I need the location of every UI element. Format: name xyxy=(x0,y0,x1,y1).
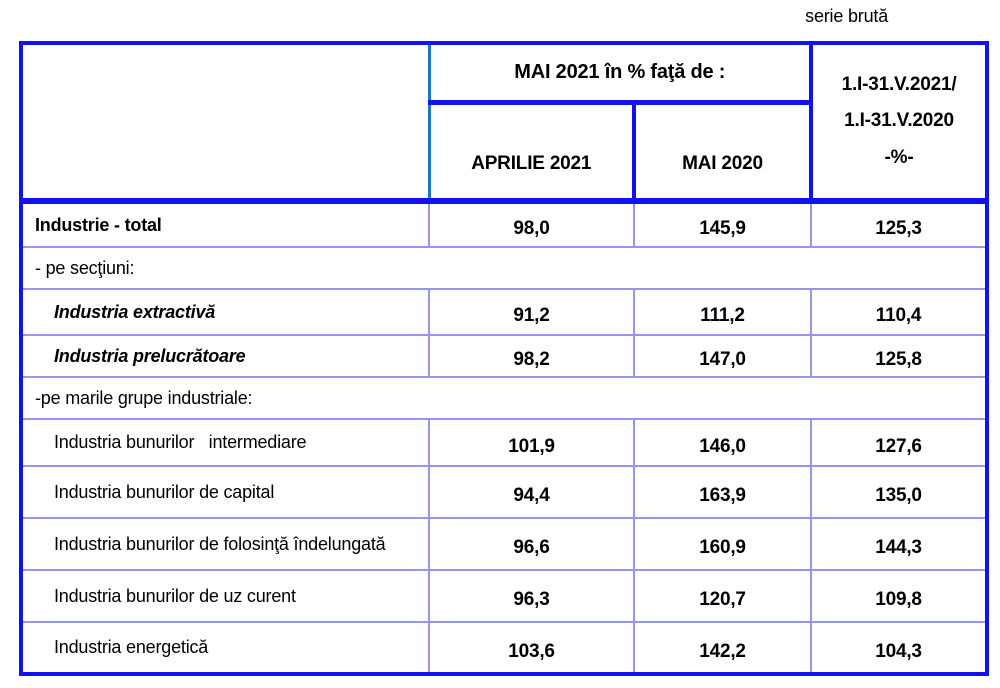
value-vs-april: 94,4 xyxy=(428,465,635,519)
value-vs-may: 145,9 xyxy=(632,200,813,248)
series-note: serie brută xyxy=(805,6,888,26)
value-vs-april: 96,3 xyxy=(428,569,635,623)
row-label: Industrie - total xyxy=(20,200,430,248)
section-label: -pe marile grupe industriale: xyxy=(19,376,989,420)
value-vs-may: 163,9 xyxy=(632,465,813,519)
corner-cell xyxy=(21,43,431,204)
column-header-may-2020: MAI 2020 xyxy=(634,102,812,204)
value-vs-may: 142,2 xyxy=(632,621,813,675)
row-label: Industria extractivă xyxy=(20,288,430,336)
value-vs-may: 160,9 xyxy=(632,517,813,571)
value-vs-may: 111,2 xyxy=(632,288,813,336)
table-row-folosinta-indelungata: Industria bunurilor de folosinţă îndelun… xyxy=(20,517,989,571)
value-vs-april: 91,2 xyxy=(428,288,635,336)
value-vs-may: 120,7 xyxy=(632,569,813,623)
table-row-bunuri-intermediare: Industria bunurilor intermediare 101,9 1… xyxy=(20,418,989,467)
row-label: Industria bunurilor de uz curent xyxy=(20,569,430,623)
value-vs-april: 96,6 xyxy=(428,517,635,571)
table-row-bunuri-de-capital: Industria bunurilor de capital 94,4 163,… xyxy=(20,465,989,519)
value-cumulative: 125,8 xyxy=(810,334,989,378)
value-cumulative: 104,3 xyxy=(810,621,989,675)
value-cumulative: 144,3 xyxy=(810,517,989,571)
column-header-april-2021: APRILIE 2021 xyxy=(429,102,636,204)
column-header-cumulative: 1.I-31.V.2021/ 1.I-31.V.2020 -%- xyxy=(809,43,988,204)
value-vs-april: 103,6 xyxy=(428,621,635,675)
table-row-industrie-total: Industrie - total 98,0 145,9 125,3 xyxy=(20,200,989,248)
table-row-industria-prelucratoare: Industria prelucrătoare 98,2 147,0 125,8 xyxy=(20,334,989,378)
row-label: Industria bunurilor de capital xyxy=(20,465,430,519)
table-row-industria-extractiva: Industria extractivă 91,2 111,2 110,4 xyxy=(20,288,989,336)
row-label: Industria bunurilor de folosinţă îndelun… xyxy=(20,517,430,571)
table-row-uz-curent: Industria bunurilor de uz curent 96,3 12… xyxy=(20,569,989,623)
value-vs-may: 146,0 xyxy=(632,418,813,467)
value-cumulative: 125,3 xyxy=(810,200,989,248)
value-cumulative: 110,4 xyxy=(810,288,989,336)
value-vs-april: 101,9 xyxy=(428,418,635,467)
section-row-major-groups: -pe marile grupe industriale: xyxy=(19,376,989,420)
section-label: - pe secţiuni: xyxy=(19,246,989,290)
row-label: Industria prelucrătoare xyxy=(20,334,430,378)
table-row-industria-energetica: Industria energetică 103,6 142,2 104,3 xyxy=(20,621,989,675)
section-row-sections: - pe secţiuni: xyxy=(19,246,989,290)
value-cumulative: 135,0 xyxy=(810,465,989,519)
row-label: Industria energetică xyxy=(20,621,430,675)
value-cumulative: 109,8 xyxy=(810,569,989,623)
industrial-indices-table: MAI 2021 în % faţă de : 1.I-31.V.2021/ 1… xyxy=(19,41,990,676)
value-vs-may: 147,0 xyxy=(632,334,813,378)
column-group-header: MAI 2021 în % faţă de : xyxy=(429,43,814,105)
value-cumulative: 127,6 xyxy=(810,418,989,467)
value-vs-april: 98,0 xyxy=(428,200,635,248)
row-label: Industria bunurilor intermediare xyxy=(20,418,430,467)
value-vs-april: 98,2 xyxy=(428,334,635,378)
